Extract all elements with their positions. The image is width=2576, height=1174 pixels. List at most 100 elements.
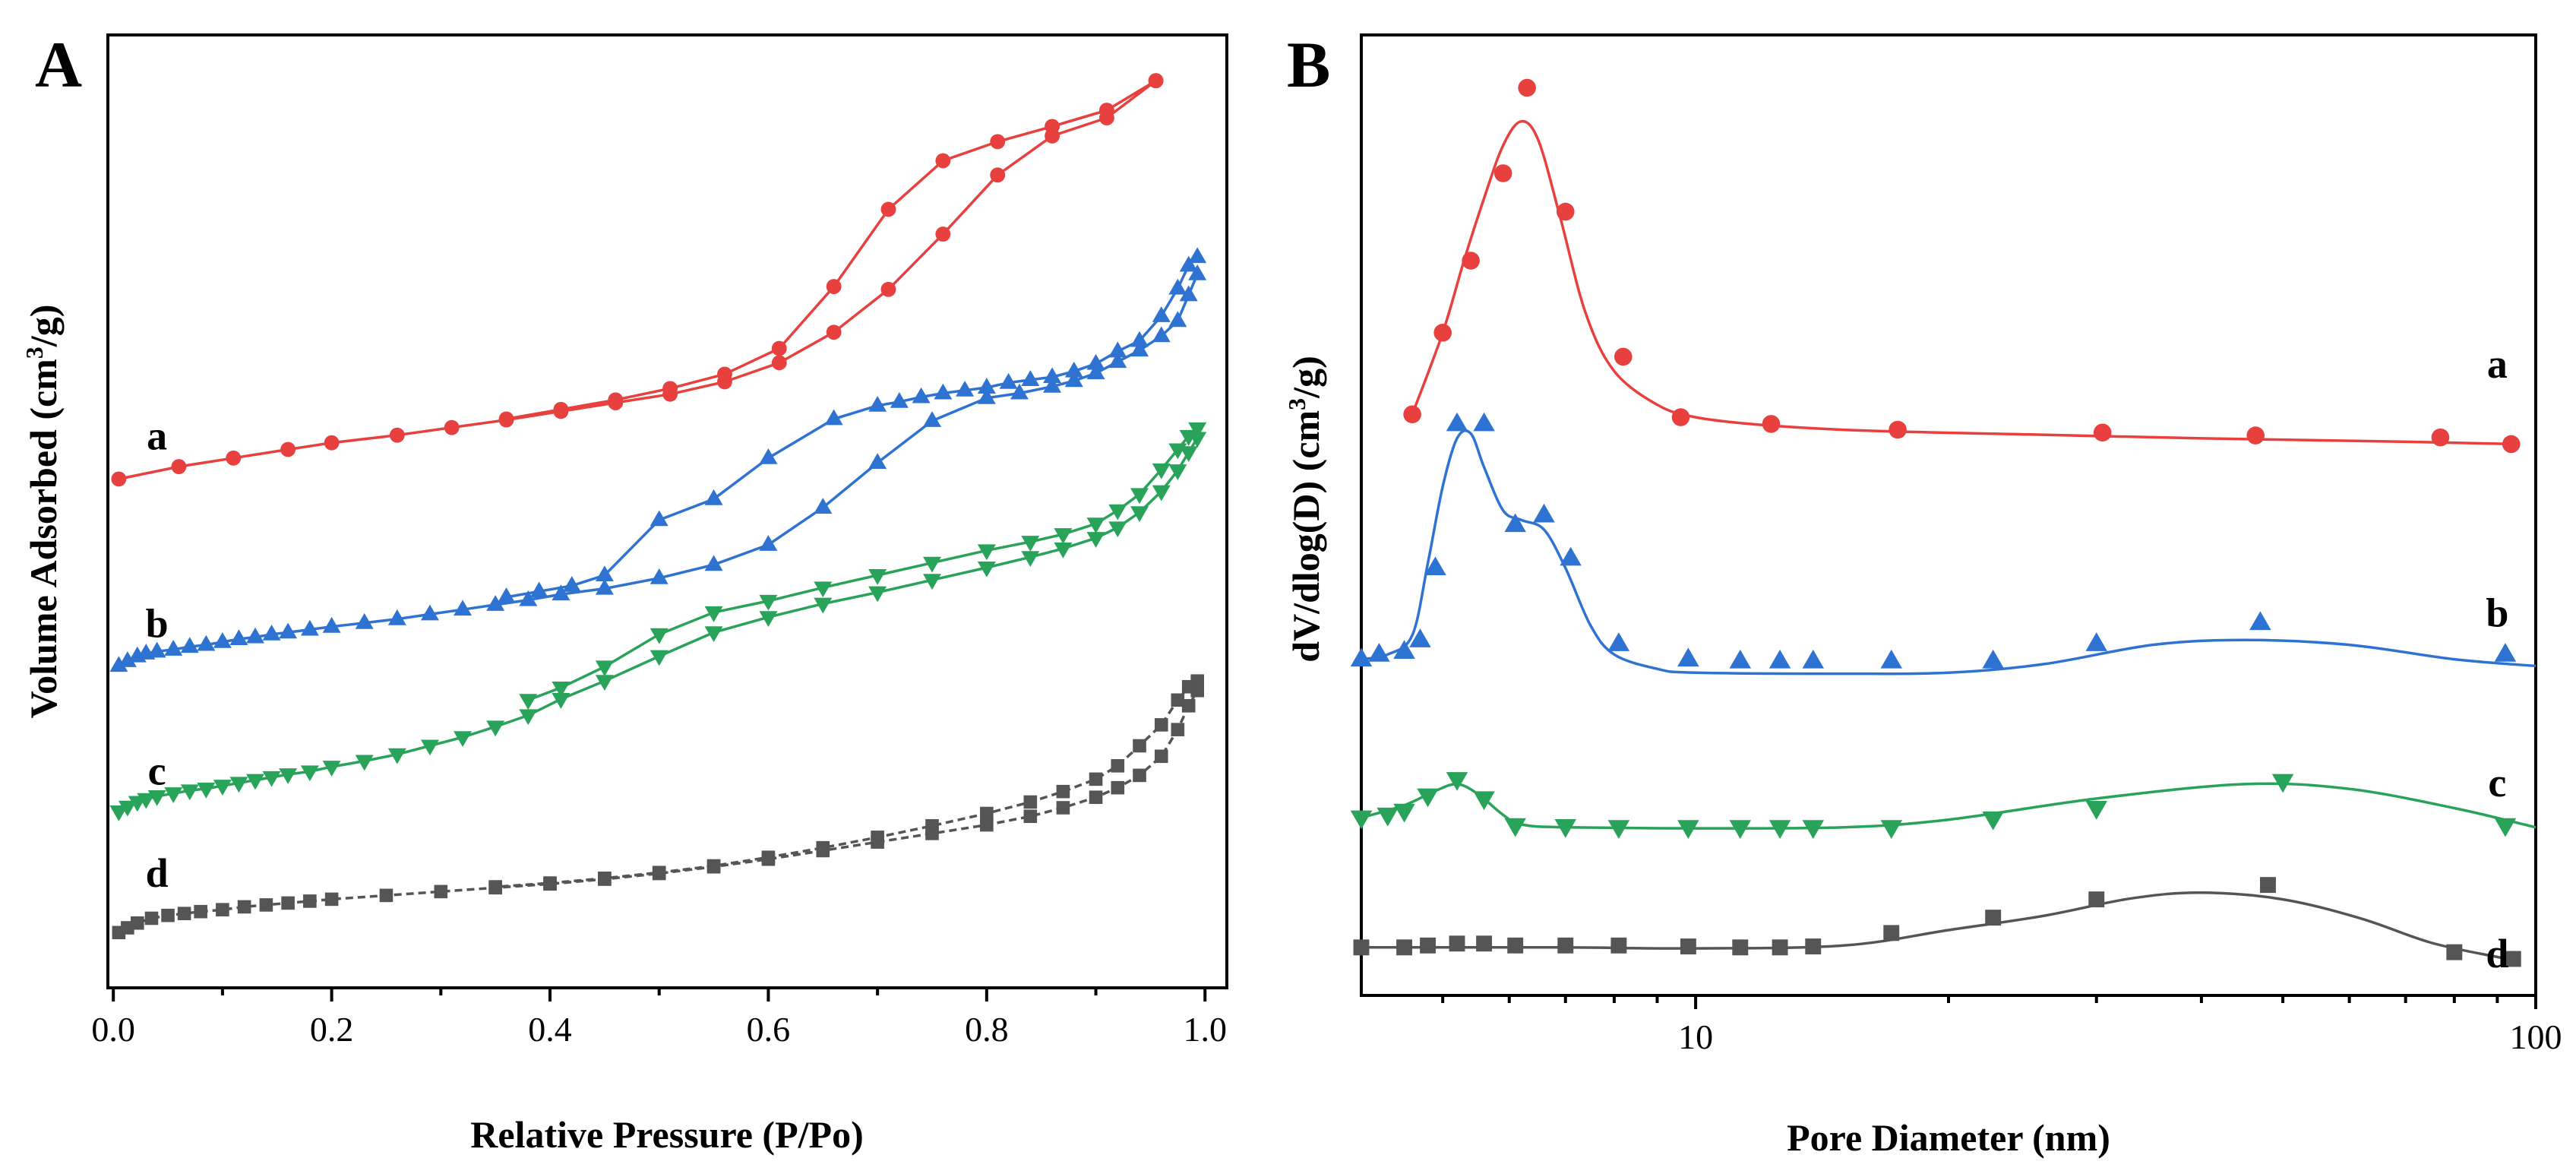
panel-a: A 0.0 0.2 0.4 0.6 0.8 1.0 a b c d Relative Press… — [21, 28, 1228, 1156]
series-b-desorption-point — [562, 576, 581, 592]
series-b-data-point — [2085, 632, 2107, 651]
series-d-data-point — [1557, 937, 1574, 954]
series-b-adsorption-point — [759, 535, 778, 551]
x-tick-label-b-0: 10 — [1678, 1017, 1713, 1056]
y-axis-title-b-unit: /g) — [1285, 356, 1327, 399]
series-a-desorption-point — [1099, 103, 1114, 118]
series-c-data-point — [1377, 807, 1399, 827]
series-b-adsorption-point — [1108, 352, 1127, 369]
series-b-adsorption-point — [262, 624, 281, 641]
series-c-data-point — [1677, 820, 1699, 839]
series-a-data-point — [2246, 426, 2265, 445]
series-c-adsorption-point — [164, 787, 183, 803]
series-label-b-c: c — [2488, 760, 2506, 805]
series-c-adsorption-point — [213, 780, 232, 796]
series-b-adsorption-point — [922, 411, 941, 427]
series-b-fit-curve — [1361, 429, 2536, 676]
series-d-desorption-point — [1154, 718, 1168, 732]
series-a-adsorption-point — [111, 471, 127, 487]
series-c-adsorption-point — [420, 739, 439, 756]
series-c-adsorption-point — [279, 768, 298, 784]
series-d-adsorption-point — [1154, 749, 1168, 764]
series-c-desorption-point — [1086, 517, 1105, 534]
series-d-adsorption-point — [434, 884, 448, 899]
series-c-data-point — [1417, 788, 1439, 808]
series-c-adsorption-point — [197, 782, 216, 799]
series-b-data-point — [1533, 503, 1555, 523]
series-b-desorption-point — [1130, 331, 1149, 347]
series-a-data-point — [1433, 324, 1452, 342]
series-label-a-a: a — [147, 413, 167, 458]
series-b-desorption-line — [506, 255, 1199, 599]
series-c-adsorption-point — [1179, 446, 1198, 463]
series-b-data-point — [1350, 647, 1373, 667]
series-d-adsorption-point — [281, 896, 295, 910]
series-a-desorption-point — [1045, 119, 1060, 134]
series-d-desorption-point — [652, 865, 666, 880]
series-d-desorption-point — [488, 880, 502, 894]
series-c-data-point — [2085, 801, 2107, 820]
series-c-adsorption-line — [118, 437, 1199, 813]
series-b-adsorption-point — [1188, 264, 1207, 280]
series-c-data-point — [1729, 820, 1752, 839]
series-c-desorption-point — [1152, 463, 1171, 479]
series-d-desorption-point — [1111, 759, 1125, 773]
series-c-adsorption-point — [355, 755, 374, 771]
series-b-adsorption-point — [1043, 376, 1062, 393]
series-c-adsorption-point — [977, 561, 996, 578]
x-tick-label-a-3: 0.6 — [747, 1010, 791, 1049]
y-axis-title-b-superscript: 3 — [1283, 398, 1310, 410]
series-c-desorption-point — [1021, 536, 1040, 552]
series-a-data-point — [1889, 420, 1907, 439]
series-b-data-point — [1446, 412, 1468, 432]
series-b-adsorption-point — [197, 634, 216, 651]
series-d-desorption-point — [706, 859, 721, 873]
series-a-adsorption-point — [324, 435, 340, 451]
series-b-desorption-point — [759, 448, 778, 464]
series-b-desorption-point — [1152, 306, 1171, 322]
series-a-adsorption-point — [990, 167, 1006, 183]
series-b-desorption-point — [1043, 367, 1062, 384]
series-label-a-b: b — [146, 600, 169, 646]
series-d-data-point — [2446, 944, 2463, 960]
series-b-desorption-point — [868, 396, 887, 412]
series-c-desorption-point — [552, 681, 571, 698]
series-c-data-point — [1504, 818, 1526, 837]
series-c-data-point — [1350, 810, 1373, 830]
y-axis-title-a-unit: /g) — [22, 305, 65, 348]
series-b-data-point — [1560, 546, 1582, 566]
series-a-data-point — [1518, 78, 1536, 97]
series-b-adsorption-point — [420, 604, 439, 621]
series-c-data-point — [1880, 820, 1903, 839]
series-b-adsorption-point — [180, 637, 199, 653]
series-d-adsorption-point — [131, 916, 144, 930]
series-d-data-point — [1507, 937, 1524, 954]
series-b-adsorption-point — [164, 640, 183, 656]
series-c-data-point — [1393, 803, 1415, 823]
series-b-adsorption-point — [300, 619, 319, 636]
series-c-adsorption-point — [118, 800, 137, 817]
series-b-adsorption-point — [1152, 326, 1171, 343]
series-c-desorption-point — [977, 544, 996, 561]
series-b-adsorption-point — [454, 600, 473, 616]
series-b-adsorption-point — [118, 651, 137, 667]
series-b-desorption-point — [1168, 278, 1187, 295]
series-c-data-point — [1446, 772, 1468, 791]
series-b-desorption-point — [934, 383, 953, 400]
series-c-adsorption-point — [519, 709, 538, 726]
series-b-adsorption-point — [595, 578, 614, 595]
x-tick-label-a-0: 0.0 — [91, 1010, 135, 1049]
series-c-adsorption-point — [868, 586, 887, 603]
series-b-desorption-point — [650, 510, 668, 527]
series-d-adsorption-point — [1133, 768, 1146, 783]
series-c-adsorption-point — [1086, 532, 1105, 548]
series-c-adsorption-point — [322, 761, 341, 777]
series-d-desorption-point — [543, 876, 557, 890]
series-d-desorption-point — [980, 806, 994, 821]
series-c-adsorption-point — [137, 793, 156, 809]
series-b-adsorption-point — [387, 609, 406, 625]
series-d-data-point — [2505, 951, 2521, 967]
series-d-adsorption-point — [237, 900, 251, 914]
series-b-desorption-point — [912, 387, 931, 403]
series-b-desorption-point — [1179, 255, 1198, 272]
